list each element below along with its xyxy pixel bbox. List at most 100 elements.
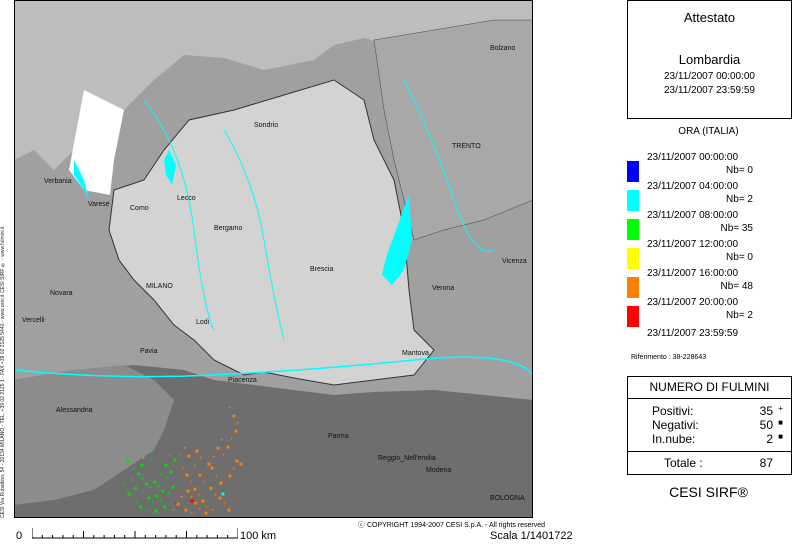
legend-count: Nb= 48 <box>720 281 753 292</box>
legend-row: 23/11/2007 08:00:00 Nb= 35 <box>627 210 792 240</box>
lightning-strike-marker: + <box>230 437 234 443</box>
map-frame <box>14 0 533 518</box>
period-start: 23/11/2007 00:00:00 <box>663 71 755 82</box>
report-title: Attestato <box>683 10 736 25</box>
negative-value: 50 <box>759 418 773 432</box>
lightning-strike-marker: + <box>236 421 240 427</box>
brand-label: CESI SIRF® <box>669 484 748 500</box>
lightning-strike-marker: + <box>189 480 193 486</box>
lightning-strike-marker: ■ <box>228 474 232 480</box>
lightning-strike-marker: ■ <box>235 459 239 465</box>
legend-title: ORA (ITALIA) <box>678 126 739 137</box>
legend-time: 23/11/2007 20:00:00 <box>647 297 739 308</box>
lightning-strike-marker: + <box>232 467 236 473</box>
lightning-strike-marker: + <box>168 454 172 460</box>
lightning-strike-marker: ■ <box>173 458 177 464</box>
legend-row: 23/11/2007 20:00:00 Nb= 2 <box>627 297 792 327</box>
period-end: 23/11/2007 23:59:59 <box>663 85 755 96</box>
lombardia-region <box>108 79 435 386</box>
lightning-strike-marker: ■ <box>161 489 165 495</box>
lightning-strike-marker: ■ <box>169 470 173 476</box>
header-box: Attestato Lombardia 23/11/2007 00:00:00 … <box>627 0 792 119</box>
positive-label: Positivi: <box>652 404 694 418</box>
map-canvas[interactable]: Bolzano Sondrio TRENTO Verbania Varese C… <box>13 0 534 518</box>
lightning-strike-marker: ■ <box>204 511 208 517</box>
lightning-strike-marker: + <box>149 486 153 492</box>
lightning-strike-marker: ■ <box>164 463 168 469</box>
lightning-strike-marker: ■ <box>155 494 159 500</box>
scale-ratio-label: Scala 1/1401722 <box>490 530 573 542</box>
lightning-strike-marker: ■ <box>201 499 205 505</box>
map-panel[interactable]: Bolzano Sondrio TRENTO Verbania Varese C… <box>13 0 534 518</box>
lightning-strike-marker: ■ <box>163 505 167 511</box>
negative-row: Negativi: 50 ■ <box>628 418 791 432</box>
lightning-strike-marker: ■ <box>207 462 211 468</box>
legend-time: 23/11/2007 12:00:00 <box>647 239 739 250</box>
adda-river <box>143 99 215 331</box>
city-mantova: Mantova <box>402 350 429 357</box>
city-lecco: Lecco <box>177 195 196 202</box>
lightning-strike-marker: ■ <box>190 499 194 505</box>
lightning-strike-marker: ■ <box>153 480 157 486</box>
lightning-strikes-layer: +■+■+■+■+■+■+■+■+■+■+■ + ■+■+■+■+■+■++■+■+… <box>118 406 243 517</box>
copyright-text: ⓒ COPYRIGHT 1994-2007 CESI S.p.A. - All … <box>358 520 545 530</box>
lightning-count-box: NUMERO DI FULMINI Positivi: 35 + Negativ… <box>627 376 792 475</box>
lightning-strike-marker: + <box>190 495 194 501</box>
lightning-strike-marker: ■ <box>145 482 149 488</box>
total-value: 87 <box>759 456 773 470</box>
lightning-strike-marker: ■ <box>226 445 230 451</box>
lightning-strike-marker: + <box>165 476 169 482</box>
switzerland-area <box>69 90 124 195</box>
city-piacenza: Piacenza <box>228 377 257 384</box>
total-row: Totale : 87 <box>628 451 791 474</box>
city-vercelli: Vercelli <box>22 317 45 324</box>
lightning-strike-marker: + <box>228 406 232 412</box>
lightning-strike-marker: ■ <box>154 509 158 515</box>
lightning-strike-marker: ■ <box>195 449 199 455</box>
lightning-strike-marker: + <box>181 466 185 472</box>
positive-row: Positivi: 35 + <box>628 404 791 418</box>
lightning-strike-marker: + <box>223 501 227 507</box>
city-labels: Bolzano Sondrio TRENTO Verbania Varese C… <box>22 45 527 502</box>
city-trento: TRENTO <box>452 143 481 150</box>
legend-swatch <box>627 161 639 182</box>
lightning-strike-marker: + <box>130 478 134 484</box>
copyright-label: COPYRIGHT 1994-2007 CESI S.p.A. - All ri… <box>366 522 546 529</box>
adige-river <box>403 79 495 252</box>
total-label: Totale : <box>664 456 703 470</box>
lightning-strike-marker: ■ <box>193 487 197 493</box>
lightning-strike-marker: ■ <box>234 429 238 435</box>
city-alessandria: Alessandria <box>56 407 93 414</box>
lightning-strike-marker: + <box>214 493 218 499</box>
lightning-strike-marker: ■ <box>137 472 141 478</box>
lightning-strike-marker: + <box>215 474 219 480</box>
lightning-strike-marker: ■ <box>221 492 225 498</box>
lightning-strike-marker: + <box>159 499 163 505</box>
lightning-strike-marker: + <box>202 480 206 486</box>
legend-row: 23/11/2007 04:00:00 Nb= 2 <box>627 181 792 211</box>
piemonte-south <box>14 365 174 505</box>
lightning-strike-marker: ■ <box>198 473 202 479</box>
city-bologna: BOLOGNA <box>490 495 525 502</box>
lightning-strike-marker: ■ <box>210 466 214 472</box>
scale-km-label: 100 km <box>240 530 277 542</box>
city-reggio-emilia: Reggio_Nell'emilia <box>378 455 436 462</box>
lightning-strike-marker: + <box>118 448 122 454</box>
legend-count: Nb= 0 <box>726 165 753 176</box>
lightning-strike-marker: + <box>183 446 187 452</box>
legend-swatch <box>627 190 639 211</box>
reference-number: Riferimento : 38-228643 <box>631 354 707 361</box>
lightning-strike-marker: ■ <box>218 496 222 502</box>
lightning-count-title: NUMERO DI FULMINI <box>628 380 791 399</box>
legend-time: 23/11/2007 00:00:00 <box>647 152 739 163</box>
lightning-strike-marker: ■ <box>216 446 220 452</box>
legend-time: 23/11/2007 08:00:00 <box>647 210 739 221</box>
lightning-strike-marker: + <box>197 493 201 499</box>
lightning-strike-marker: ■ <box>147 496 151 502</box>
city-como: Como <box>130 205 149 212</box>
lightning-strike-marker: ■ <box>139 505 143 511</box>
square-icon: ■ <box>778 432 783 441</box>
lightning-strike-marker: + <box>172 508 176 514</box>
lightning-strike-marker: + <box>193 464 197 470</box>
lake-maggiore <box>74 160 89 200</box>
